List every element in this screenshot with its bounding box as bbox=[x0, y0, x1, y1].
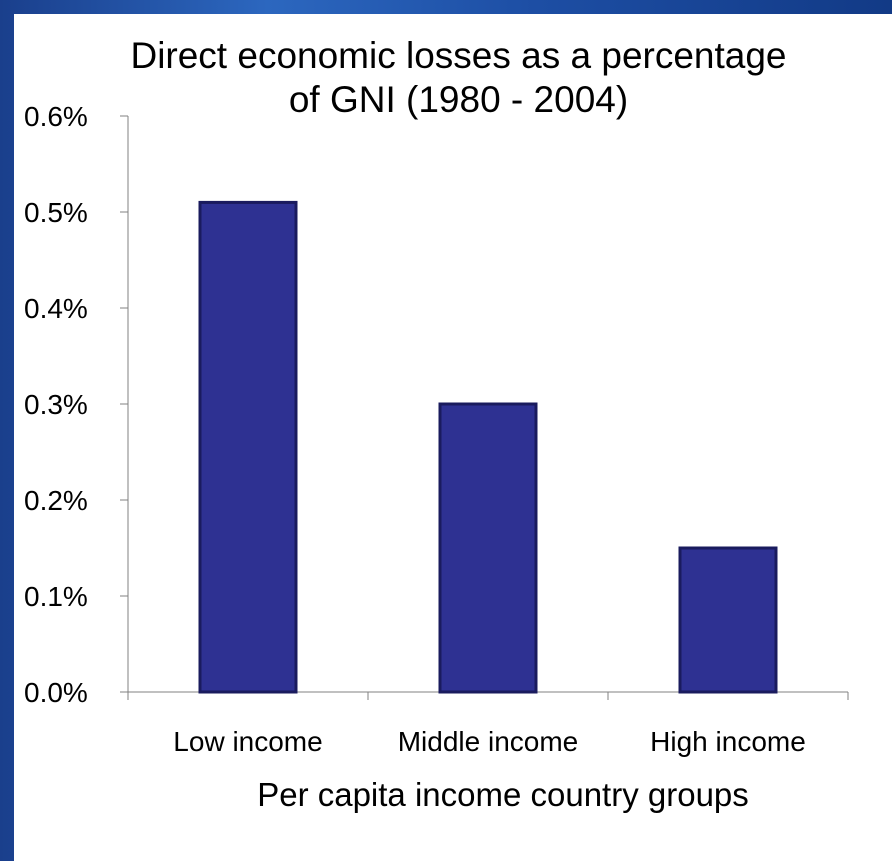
y-tick-label: 0.0% bbox=[24, 677, 88, 708]
y-tick-label: 0.4% bbox=[24, 293, 88, 324]
bar-high-income bbox=[678, 546, 778, 694]
x-category-label: Middle income bbox=[398, 726, 579, 757]
x-category-label: High income bbox=[650, 726, 806, 757]
x-axis-title: Per capita income country groups bbox=[257, 776, 749, 813]
x-category-label: Low income bbox=[173, 726, 322, 757]
y-tick-label: 0.2% bbox=[24, 485, 88, 516]
y-tick-label: 0.5% bbox=[24, 197, 88, 228]
bar-middle-income bbox=[438, 402, 538, 694]
y-tick-label: 0.6% bbox=[24, 101, 88, 132]
y-tick-label: 0.1% bbox=[24, 581, 88, 612]
y-tick-label: 0.3% bbox=[24, 389, 88, 420]
chart-title: Direct economic losses as a percentage o… bbox=[130, 35, 787, 120]
bar-low-income bbox=[198, 200, 298, 694]
